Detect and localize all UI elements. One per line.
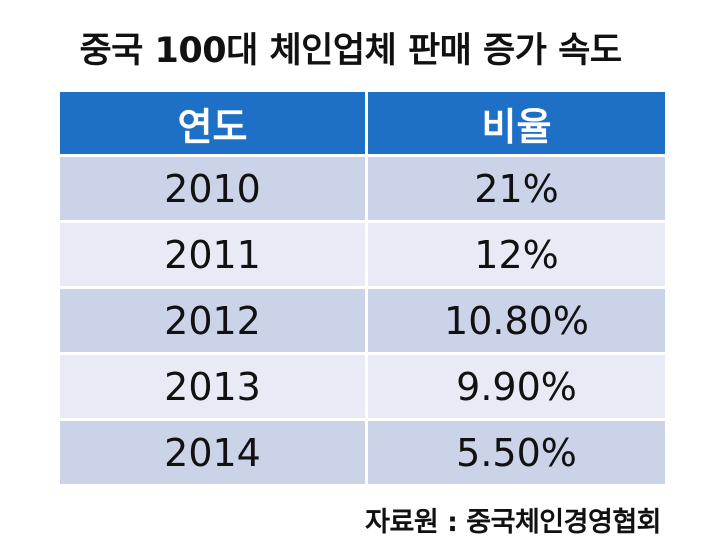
table-body: 2010 21% 2011 12% 2012 10.80% 2013 9.90% 2014 5.5… <box>60 157 665 484</box>
table-row: 2010 21% <box>60 157 665 220</box>
ratio-cell: 9.90% <box>365 355 665 418</box>
year-cell: 2011 <box>60 223 365 286</box>
ratio-cell: 21% <box>365 157 665 220</box>
header-year: 연도 <box>60 92 365 154</box>
table-row: 2013 9.90% <box>60 355 665 418</box>
chart-title: 중국 100대 체인업체 판매 증가 속도 <box>79 31 622 71</box>
data-table: 연도 비율 2010 21% 2011 12% 2012 10.80% 2013 9.90% 2… <box>60 89 665 487</box>
table-row: 2014 5.50% <box>60 421 665 484</box>
source-note: 자료원 : 중국체인경영협회 <box>365 507 661 538</box>
year-cell: 2012 <box>60 289 365 352</box>
ratio-cell: 12% <box>365 223 665 286</box>
year-cell: 2013 <box>60 355 365 418</box>
header-ratio: 비율 <box>365 92 665 154</box>
table-row: 2011 12% <box>60 223 665 286</box>
year-cell: 2010 <box>60 157 365 220</box>
ratio-cell: 5.50% <box>365 421 665 484</box>
table-header-row: 연도 비율 <box>60 92 665 154</box>
table-row: 2012 10.80% <box>60 289 665 352</box>
ratio-cell: 10.80% <box>365 289 665 352</box>
year-cell: 2014 <box>60 421 365 484</box>
